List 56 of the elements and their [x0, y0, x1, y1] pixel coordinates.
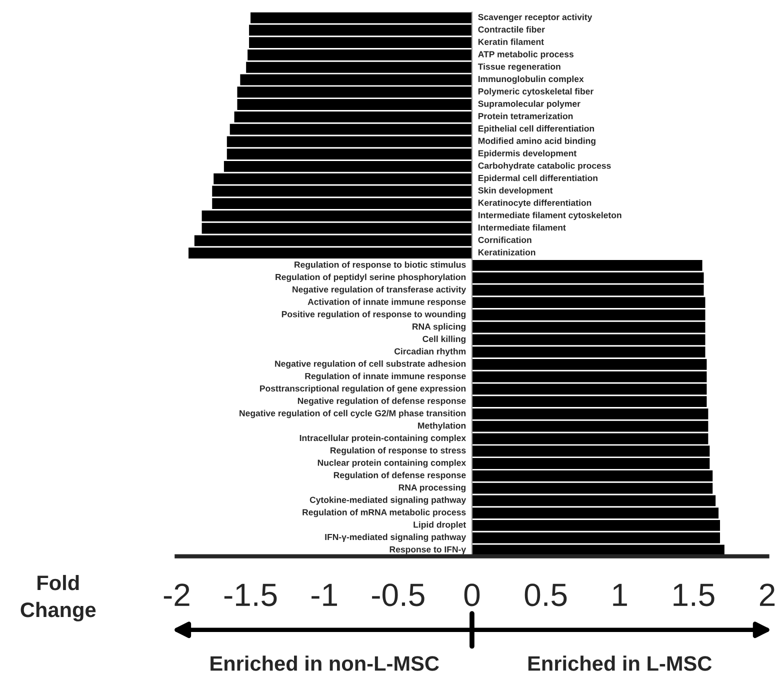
y-tick-label: Regulation of peptidyl serine phosphorylation — [276, 274, 466, 282]
text: Enriched in non-L-MSC — [210, 656, 439, 671]
y-tick-label: Intermediate filament — [478, 224, 566, 231]
y-tick-label: Negative regulation of defense response — [298, 398, 466, 406]
y-tick-label: Immunoglobulin complex — [478, 76, 584, 84]
y-tick-label: Nuclear protein containing complex — [318, 459, 466, 468]
y-tick-label: Negative regulation of cell substrate adhesion — [275, 360, 466, 369]
y-tick-label: Epithelial cell differentiation — [478, 125, 594, 134]
y-tick-label: Epidermal cell differentiation — [478, 174, 598, 183]
y-tick-label: Contractile fiber — [478, 26, 545, 33]
y-tick-label: Cornification — [478, 236, 532, 244]
y-tick-label: Protein tetramerization — [478, 112, 573, 120]
y-tick-label: Tissue regeneration — [478, 63, 560, 72]
x-tick-label: 0 — [464, 584, 480, 606]
x-tick-label: 1.5 — [674, 584, 714, 606]
y-tick-label: Skin development — [478, 187, 553, 196]
y-tick-label: ATP metabolic process — [478, 50, 574, 60]
y-tick-label: Epidermis development — [478, 150, 576, 158]
y-tick-label: Negative regulation of transferase activity — [292, 286, 466, 294]
y-tick-label: Keratinization — [478, 248, 536, 256]
y-tick-label: Intracellular protein-containing complex — [300, 434, 466, 443]
y-tick-label: Intermediate filament cytoskeleton — [478, 212, 622, 220]
y-tick-label: Lipid droplet — [414, 521, 466, 530]
y-tick-label: Posttranscriptional regulation of gene expression — [260, 385, 466, 394]
y-tick-label: Regulation of defense response — [334, 472, 466, 480]
x-tick-label: 1 — [613, 584, 627, 606]
y-tick-label: Keratin filament — [478, 38, 544, 45]
y-tick-label: Cytokine-mediated signaling pathway — [310, 496, 466, 505]
y-tick-label: Regulation of mRNA metabolic process — [302, 508, 466, 518]
y-tick-label: RNA processing — [398, 484, 466, 492]
x-tick-label: -2 — [164, 584, 190, 606]
y-tick-label: Positive regulation of response to wounding — [282, 310, 466, 320]
y-tick-label: IFN-γ-mediated signaling pathway — [325, 534, 466, 542]
text: Enriched in L-MSC — [528, 656, 712, 671]
y-tick-label: Regulation of innate immune response — [305, 372, 466, 381]
y-tick-label: Activation of innate immune response — [308, 298, 466, 307]
x-tick-label: 2 — [760, 584, 775, 606]
y-tick-label: Circadian rhythm — [394, 348, 466, 356]
y-tick-label: Carbohydrate catabolic process — [478, 162, 611, 170]
y-tick-label: Negative regulation of cell cycle G2/M phase transition — [240, 410, 466, 418]
x-tick-label: -1.5 — [224, 584, 277, 606]
x-tick-label: -1 — [312, 584, 337, 606]
y-tick-label: Keratinocyte differentiation — [478, 199, 592, 208]
y-tick-label: Response to IFN-γ — [390, 546, 466, 554]
y-tick-label: Polymeric cytoskeletal fiber — [478, 88, 594, 96]
y-tick-label: Cell killing — [422, 336, 466, 344]
x-axis-title: Fold Change — [20, 574, 96, 622]
x-tick-label: 0.5 — [524, 584, 567, 606]
y-tick-label: Regulation of response to biotic stimulus — [294, 261, 466, 270]
y-tick-label: Scavenger receptor activity — [478, 14, 592, 22]
y-tick-label: Modified amino acid binding — [478, 138, 596, 146]
y-tick-label: RNA splicing — [412, 323, 466, 332]
x-tick-label: -0.5 — [372, 584, 424, 606]
y-tick-label: Supramolecular polymer — [478, 100, 580, 109]
y-tick-label: Regulation of response to stress — [330, 447, 466, 456]
y-tick-label: Methylation — [418, 422, 466, 430]
